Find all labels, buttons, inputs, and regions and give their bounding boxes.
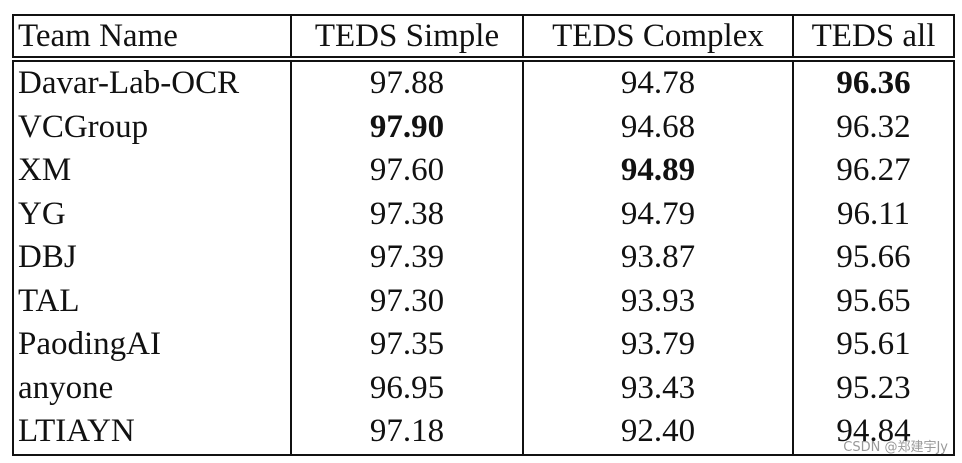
score-cell: 97.18 (290, 410, 524, 456)
score-cell: 97.38 (290, 192, 524, 236)
header-cell: TEDS Simple (290, 14, 524, 62)
score-cell: 97.39 (290, 236, 524, 280)
team-name-cell: TAL (12, 279, 292, 323)
score-cell: 94.84 (792, 410, 955, 456)
header-cell: TEDS Complex (522, 14, 794, 62)
table-row: TAL 97.30 93.93 95.65 (12, 279, 955, 323)
table-row: PaodingAI 97.35 93.79 95.61 (12, 323, 955, 367)
score-cell: 94.79 (522, 192, 794, 236)
team-name-cell: Davar-Lab-OCR (12, 59, 292, 106)
score-cell: 94.78 (522, 59, 794, 106)
score-cell: 96.36 (792, 59, 955, 106)
score-cell: 96.32 (792, 105, 955, 149)
table-row: anyone 96.95 93.43 95.23 (12, 366, 955, 410)
score-cell: 96.95 (290, 366, 524, 410)
table-body: Davar-Lab-OCR 97.88 94.78 96.36 VCGroup 97.90… (12, 59, 955, 456)
score-cell: 93.87 (522, 236, 794, 280)
score-cell: 94.68 (522, 105, 794, 149)
results-table: Team Name TEDS Simple TEDS Complex TEDS all… (12, 14, 955, 456)
team-name-cell: YG (12, 192, 292, 236)
header-cell: Team Name (12, 14, 292, 62)
watermark: CSDN @郑建宇Jy (843, 440, 948, 455)
score-cell: 93.93 (522, 279, 794, 323)
table-row: Davar-Lab-OCR 97.88 94.78 96.36 (12, 59, 955, 106)
table-row: YG 97.38 94.79 96.11 (12, 192, 955, 236)
header-row: Team Name TEDS Simple TEDS Complex TEDS all (12, 14, 955, 62)
score-cell: 95.61 (792, 323, 955, 367)
team-name-cell: anyone (12, 366, 292, 410)
team-name-cell: LTIAYN (12, 410, 292, 456)
score-cell: 97.30 (290, 279, 524, 323)
score-cell: 95.65 (792, 279, 955, 323)
score-cell: 97.88 (290, 59, 524, 106)
score-cell: 95.66 (792, 236, 955, 280)
score-cell: 97.35 (290, 323, 524, 367)
score-cell: 96.27 (792, 149, 955, 193)
score-cell: 96.11 (792, 192, 955, 236)
table-row: VCGroup 97.90 94.68 96.32 (12, 105, 955, 149)
score-cell: 97.90 (290, 105, 524, 149)
team-name-cell: XM (12, 149, 292, 193)
score-cell: 95.23 (792, 366, 955, 410)
score-cell: 94.89 (522, 149, 794, 193)
table-row: DBJ 97.39 93.87 95.66 (12, 236, 955, 280)
team-name-cell: PaodingAI (12, 323, 292, 367)
team-name-cell: VCGroup (12, 105, 292, 149)
score-cell: 93.79 (522, 323, 794, 367)
table-row: LTIAYN 97.18 92.40 94.84 (12, 410, 955, 456)
header-cell: TEDS all (792, 14, 955, 62)
score-cell: 92.40 (522, 410, 794, 456)
table-row: XM 97.60 94.89 96.27 (12, 149, 955, 193)
score-cell: 97.60 (290, 149, 524, 193)
team-name-cell: DBJ (12, 236, 292, 280)
table-header: Team Name TEDS Simple TEDS Complex TEDS all (12, 14, 955, 62)
score-cell: 93.43 (522, 366, 794, 410)
